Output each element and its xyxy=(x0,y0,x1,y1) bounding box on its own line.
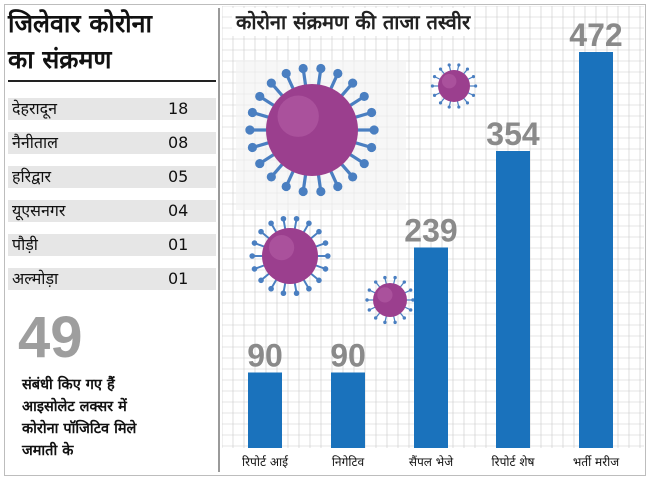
district-name: हरिद्वार xyxy=(12,167,52,186)
district-panel: जिलेवार कोरोना का संक्रमण देहरादून 18 नै… xyxy=(8,6,216,472)
isolated-count: 49 xyxy=(18,305,83,370)
virus-icon xyxy=(430,63,478,109)
district-count: 05 xyxy=(168,167,189,186)
bar-chart: 90 रिपोर्ट आई 90 निगेटिव 239 सैंपल भेजे 354 रिप… xyxy=(222,6,644,474)
category-label: रिपोर्ट आई xyxy=(242,455,289,469)
district-title-line2: का संक्रमण xyxy=(8,42,216,82)
district-panel-title: जिलेवार कोरोना का संक्रमण xyxy=(8,6,216,82)
district-row: अल्मोड़ा 01 xyxy=(8,268,216,290)
isolated-description: संबंधी किए गए हैं आइसोलेट लक्सर में कोरो… xyxy=(22,374,218,462)
bar-value-label: 472 xyxy=(569,17,622,53)
district-name: नैनीताल xyxy=(12,133,59,152)
description-line: कोरोना पॉजिटिव मिले xyxy=(22,421,137,437)
chart-area: 90 रिपोर्ट आई 90 निगेटिव 239 सैंपल भेजे 354 रिप… xyxy=(222,6,644,474)
district-count: 08 xyxy=(168,133,189,152)
chart-bars xyxy=(248,52,613,448)
description-line: जमाती के xyxy=(22,443,74,459)
district-name: पौड़ी xyxy=(12,235,38,254)
description-line: संबंधी किए गए हैं xyxy=(22,377,115,393)
category-label: निगेटिव xyxy=(332,455,365,469)
district-count: 01 xyxy=(168,269,189,288)
virus-icon xyxy=(365,275,415,325)
district-name: यूएसनगर xyxy=(12,201,66,220)
label-strip xyxy=(222,448,644,474)
bar xyxy=(496,151,530,448)
district-count: 04 xyxy=(168,201,189,220)
chart-title: कोरोना संक्रमण की ताजा तस्वीर xyxy=(232,8,475,36)
chart-labels: 90 रिपोर्ट आई 90 निगेटिव 239 सैंपल भेजे 354 रिप… xyxy=(242,17,623,469)
district-name: देहरादून xyxy=(12,99,58,118)
virus-icon xyxy=(249,215,331,297)
bar-value-label: 90 xyxy=(330,337,366,373)
district-row: यूएसनगर 04 xyxy=(8,200,216,222)
virus-icon xyxy=(245,63,379,197)
bar xyxy=(248,372,282,448)
district-count: 01 xyxy=(168,235,189,254)
description-line: आइसोलेट लक्सर में xyxy=(22,399,127,415)
panel-divider xyxy=(218,8,220,472)
bar-value-label: 90 xyxy=(247,337,283,373)
district-row: पौड़ी 01 xyxy=(8,234,216,256)
district-title-line1: जिलेवार कोरोना xyxy=(8,9,153,38)
district-row: हरिद्वार 05 xyxy=(8,166,216,188)
virus-illustrations xyxy=(236,60,478,325)
district-count: 18 xyxy=(168,99,189,118)
category-label: रिपोर्ट शेष xyxy=(492,455,536,469)
district-list: देहरादून 18 नैनीताल 08 हरिद्वार 05 यूएसन… xyxy=(8,98,216,302)
category-label: सैंपल भेजे xyxy=(409,455,454,469)
district-name: अल्मोड़ा xyxy=(12,269,59,288)
category-label: भर्ती मरीज xyxy=(573,455,620,469)
district-row: नैनीताल 08 xyxy=(8,132,216,154)
bar-value-label: 239 xyxy=(404,212,457,248)
bar xyxy=(414,247,448,448)
bar xyxy=(579,52,613,448)
bar xyxy=(331,372,365,448)
bar-value-label: 354 xyxy=(486,116,540,152)
district-row: देहरादून 18 xyxy=(8,98,216,120)
